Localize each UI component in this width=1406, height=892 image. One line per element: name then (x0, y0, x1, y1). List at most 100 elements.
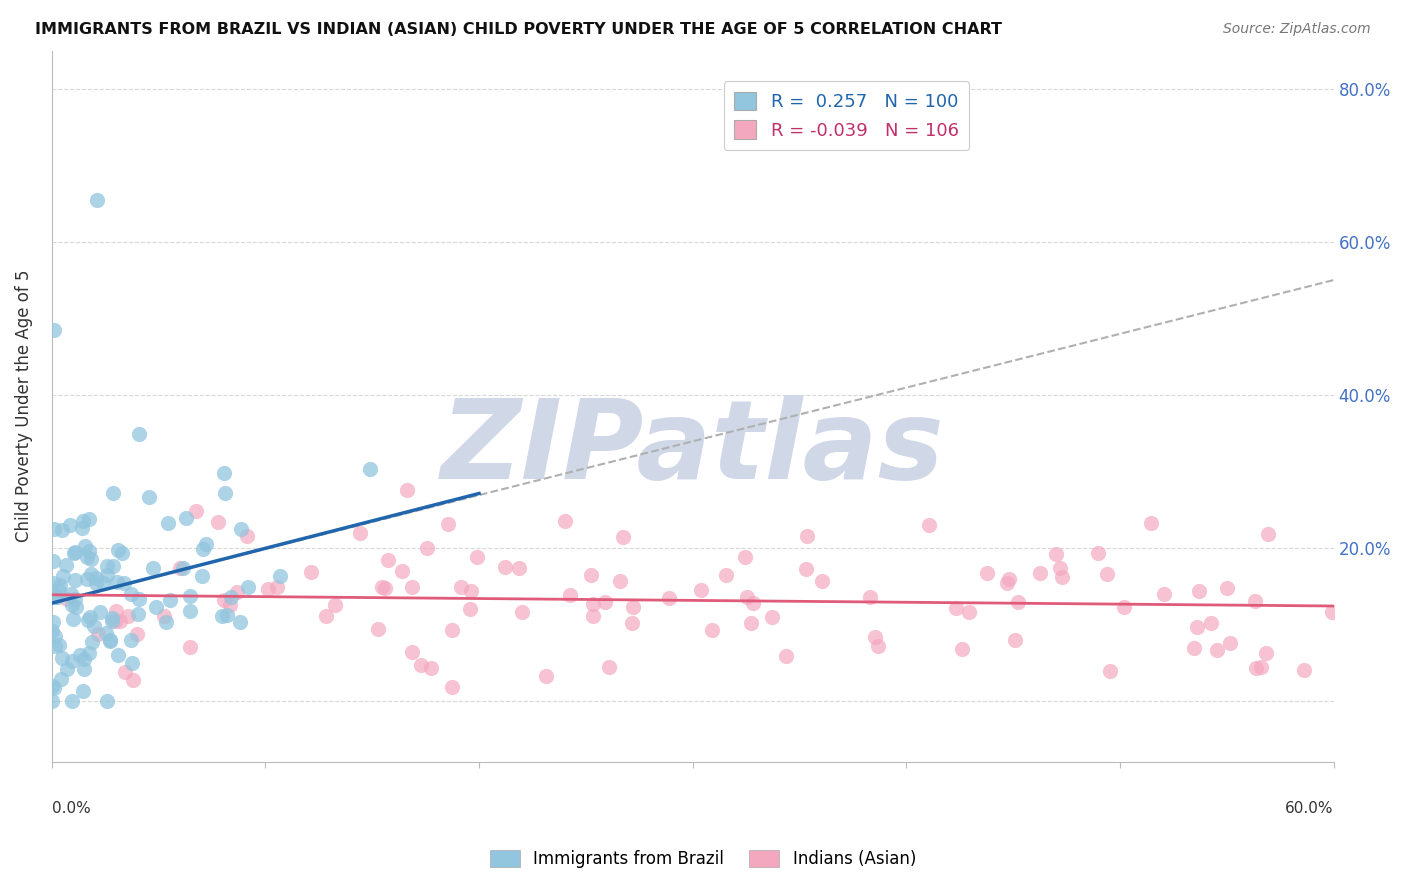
Point (42, 522, 65, 536)
Point (401, 580, 423, 594)
Point (1114, 599, 1136, 614)
Point (612, 530, 634, 544)
Point (86, 193, 108, 207)
Point (72, 684, 94, 698)
Point (98, 633, 121, 648)
Point (775, 648, 797, 663)
Point (73, 652, 96, 666)
Point (595, 594, 617, 608)
Point (89, 605, 111, 619)
Point (226, 585, 249, 599)
Point (55, 662, 77, 676)
Point (77, 646, 100, 660)
Point (863, 630, 886, 644)
Point (157, 516, 180, 530)
Legend: Immigrants from Brazil, Indians (Asian): Immigrants from Brazil, Indians (Asian) (484, 843, 922, 875)
Point (420, 661, 443, 675)
Point (159, 593, 181, 607)
Text: 60.0%: 60.0% (1285, 801, 1334, 816)
Point (44, 640, 66, 654)
Point (60, 587, 83, 601)
Point (1219, 636, 1241, 650)
Point (315, 608, 337, 623)
Point (49, 578, 72, 592)
Point (41, 615, 63, 629)
Point (957, 605, 980, 619)
Point (65, 591, 87, 606)
Point (714, 568, 737, 582)
Point (620, 616, 643, 631)
Point (299, 565, 322, 579)
Point (104, 614, 127, 628)
Point (60, 693, 83, 707)
Point (1244, 594, 1267, 608)
Point (169, 561, 191, 575)
Point (214, 486, 236, 500)
Point (579, 568, 602, 582)
Point (128, 592, 150, 607)
Text: ZIPatlas: ZIPatlas (441, 395, 945, 502)
Point (257, 582, 280, 597)
Point (976, 566, 998, 580)
Point (508, 561, 530, 575)
Point (41, 693, 63, 707)
Point (65, 599, 87, 614)
Point (72, 520, 94, 534)
Point (101, 486, 124, 500)
Point (179, 604, 201, 618)
Point (191, 569, 214, 583)
Point (401, 645, 423, 659)
Point (510, 605, 533, 619)
Point (377, 552, 399, 566)
Point (238, 580, 260, 594)
Point (1087, 546, 1109, 560)
Point (56, 592, 79, 607)
Point (1029, 566, 1052, 581)
Point (1254, 647, 1277, 661)
Point (110, 546, 132, 560)
Point (598, 659, 620, 673)
Point (127, 607, 149, 621)
Point (214, 467, 236, 481)
Point (41, 624, 63, 638)
Point (609, 574, 631, 588)
Point (69, 648, 91, 662)
Text: Source: ZipAtlas.com: Source: ZipAtlas.com (1223, 22, 1371, 37)
Text: 0.0%: 0.0% (52, 801, 90, 816)
Point (172, 561, 194, 575)
Point (811, 574, 834, 588)
Point (741, 596, 763, 610)
Point (80, 552, 103, 566)
Point (323, 598, 346, 612)
Point (76, 572, 98, 586)
Point (42, 554, 65, 568)
Point (82, 635, 104, 649)
Point (191, 542, 214, 557)
Point (229, 615, 252, 629)
Point (1206, 643, 1229, 657)
Point (184, 504, 207, 518)
Point (104, 604, 127, 618)
Point (48, 582, 70, 597)
Point (48, 638, 70, 652)
Point (437, 516, 460, 531)
Point (229, 522, 252, 536)
Point (998, 572, 1021, 586)
Point (63, 545, 86, 559)
Point (145, 599, 167, 614)
Point (945, 601, 967, 615)
Point (450, 581, 472, 595)
Point (96, 558, 118, 573)
Point (114, 665, 136, 680)
Point (76, 613, 98, 627)
Point (269, 568, 291, 582)
Legend: R =  0.257   N = 100, R = -0.039   N = 106: R = 0.257 N = 100, R = -0.039 N = 106 (724, 81, 969, 151)
Point (77, 511, 100, 525)
Point (735, 590, 758, 604)
Point (59, 518, 82, 533)
Point (1050, 570, 1073, 584)
Point (1007, 594, 1029, 608)
Point (84, 576, 107, 591)
Point (367, 622, 389, 636)
Point (211, 609, 233, 624)
